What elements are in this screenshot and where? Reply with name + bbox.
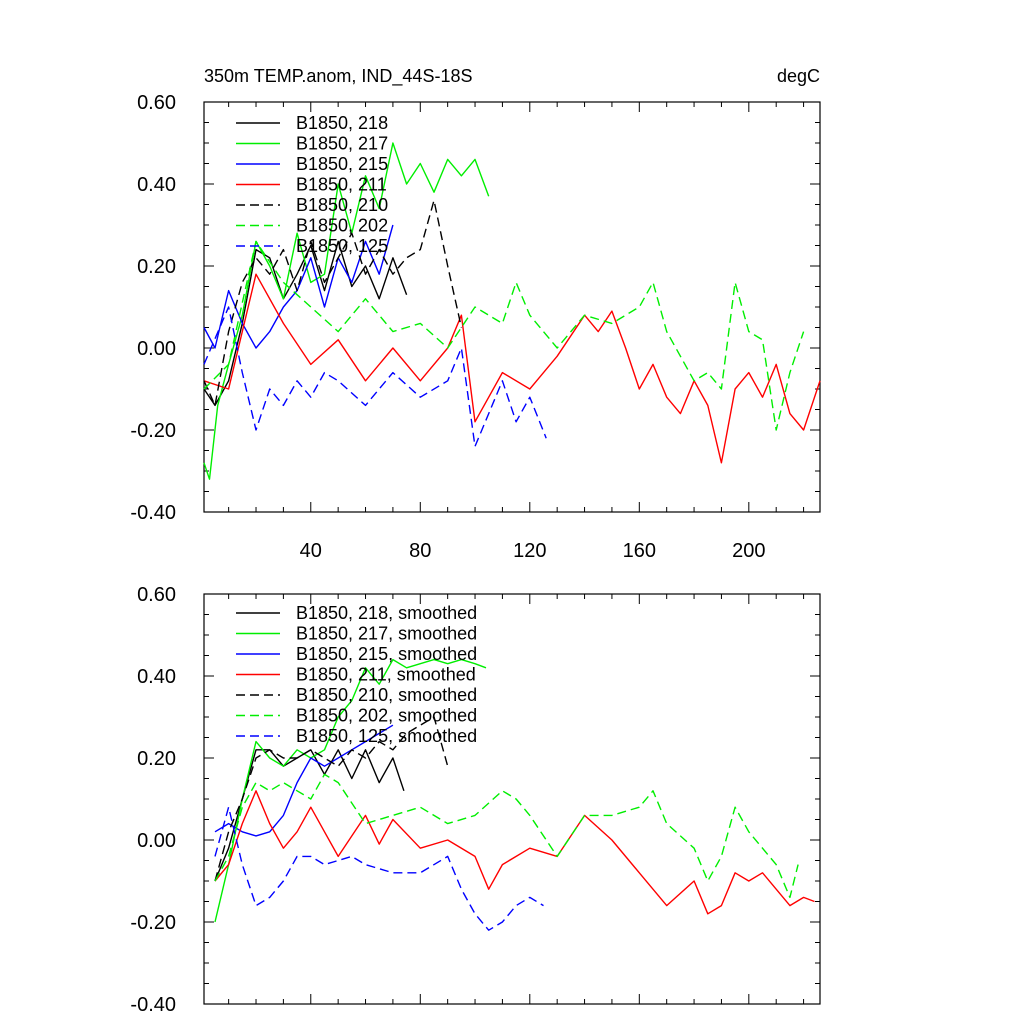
- series-line-6: [214, 806, 544, 931]
- y-tick-label: -0.20: [130, 420, 176, 442]
- legend-label-6: B1850, 125, smoothed: [296, 726, 477, 746]
- legend-label-4: B1850, 210, smoothed: [296, 685, 477, 705]
- series-line-4: [214, 716, 449, 882]
- series-line-6: [203, 306, 547, 448]
- legend-label-2: B1850, 215, smoothed: [296, 644, 477, 664]
- y-tick-label: 0.60: [137, 584, 176, 606]
- legend-label-0: B1850, 218, smoothed: [296, 603, 477, 623]
- y-tick-label: -0.40: [130, 994, 176, 1016]
- y-tick-label: 0.20: [137, 748, 176, 770]
- legend-label-5: B1850, 202: [296, 216, 388, 236]
- bottom-panel: -0.40 -0.20 0.00 0.20 0.40 0.60 B1850, 218, sm…: [130, 584, 821, 1016]
- y-tick-label: -0.40: [130, 502, 176, 524]
- legend-label-5: B1850, 202, smoothed: [296, 706, 477, 726]
- series-line-4: [203, 199, 463, 407]
- chart-title: 350m TEMP.anom, IND_44S-18S: [204, 66, 472, 87]
- series-line-1: [203, 142, 490, 480]
- legend-label-1: B1850, 217, smoothed: [296, 624, 477, 644]
- y-tick-label: 0.40: [137, 174, 176, 196]
- y-tick-label: 0.60: [137, 92, 176, 114]
- series-line-3: [203, 273, 821, 464]
- y-tick-label: -0.20: [130, 912, 176, 934]
- series-line-1: [214, 658, 487, 923]
- y-tick-label: 0.00: [137, 338, 176, 360]
- y-tick-label: 0.00: [137, 830, 176, 852]
- legend-label-4: B1850, 210: [296, 195, 388, 215]
- x-tick-label: 120: [513, 540, 546, 562]
- x-tick-label: 40: [300, 540, 322, 562]
- series-line-3: [214, 790, 815, 915]
- x-tick-label: 80: [409, 540, 431, 562]
- legend-label-2: B1850, 215: [296, 154, 388, 174]
- legend-label-1: B1850, 217: [296, 134, 388, 154]
- series-line-0: [214, 749, 405, 882]
- series-line-2: [214, 724, 394, 837]
- x-tick-label: 160: [623, 540, 656, 562]
- series-line-5: [214, 773, 799, 899]
- legend-label-6: B1850, 125: [296, 236, 388, 256]
- y-tick-label: 0.40: [137, 666, 176, 688]
- legend-label-0: B1850, 218: [296, 113, 388, 133]
- series-line-5: [203, 240, 805, 431]
- legend-label-3: B1850, 211, smoothed: [296, 665, 476, 685]
- legend-label-3: B1850, 211: [296, 175, 387, 195]
- x-tick-label: 200: [732, 540, 765, 562]
- y-tick-label: 0.20: [137, 256, 176, 278]
- chart-units: degC: [777, 66, 820, 86]
- top-panel: -0.40 -0.20 0.00 0.20 0.40 0.60 40 80 120 160 200 B…: [130, 92, 821, 562]
